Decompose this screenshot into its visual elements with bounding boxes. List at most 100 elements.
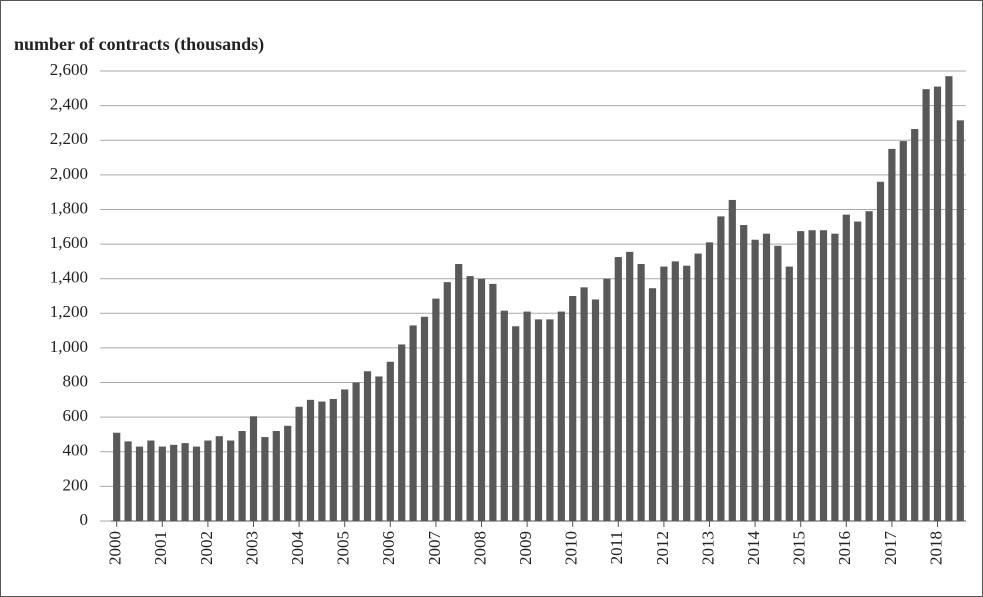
bar <box>363 371 372 521</box>
x-tick-label: 2008 <box>470 531 489 565</box>
bar <box>147 440 155 521</box>
bar <box>660 266 668 521</box>
bar <box>523 311 531 521</box>
bar <box>808 230 816 521</box>
bar <box>170 444 178 521</box>
x-tick-label: 2004 <box>288 531 307 566</box>
bar <box>922 89 930 521</box>
x-tick-label: 2017 <box>881 531 900 566</box>
x-tick-label: 2016 <box>835 531 854 565</box>
bar <box>409 325 417 521</box>
y-tick-label: 1,800 <box>50 198 88 217</box>
bar <box>899 141 907 521</box>
x-tick-label: 2015 <box>790 531 809 565</box>
bar <box>227 440 235 521</box>
y-tick-label: 0 <box>80 510 89 529</box>
x-tick-label: 2010 <box>562 531 581 565</box>
bar <box>113 432 121 521</box>
x-tick-label: 2002 <box>197 531 216 565</box>
bar <box>135 446 144 521</box>
bar <box>865 211 873 521</box>
bar <box>477 278 486 521</box>
x-tick-label: 2006 <box>379 531 398 565</box>
bar <box>466 276 474 521</box>
bar <box>261 437 269 521</box>
bar <box>671 261 679 521</box>
bar <box>888 148 896 521</box>
bar <box>842 214 850 521</box>
bar <box>580 287 588 521</box>
bar <box>569 296 577 521</box>
bar <box>341 389 349 521</box>
y-tick-label: 2,400 <box>50 95 88 114</box>
bar <box>386 361 394 521</box>
x-tick-label: 2009 <box>516 531 535 565</box>
y-tick-label: 2,000 <box>50 164 88 183</box>
bar <box>284 425 292 521</box>
bar <box>158 446 166 521</box>
bar <box>398 344 406 521</box>
bar <box>238 431 246 521</box>
bar <box>945 76 953 521</box>
bar <box>272 431 280 521</box>
x-tick-label: 2014 <box>744 531 763 566</box>
y-tick-label: 200 <box>63 475 89 494</box>
bar <box>420 316 429 521</box>
bar <box>933 86 942 522</box>
bar <box>797 231 805 521</box>
bar <box>432 298 440 521</box>
x-tick-label: 2001 <box>151 531 170 565</box>
bar <box>249 416 258 521</box>
y-tick-label: 2,200 <box>50 129 88 148</box>
bar <box>443 282 451 521</box>
x-tick-label: 2011 <box>607 531 626 564</box>
x-tick-label: 2013 <box>698 531 717 565</box>
x-tick-label: 2018 <box>926 531 945 565</box>
bar <box>295 406 303 521</box>
bar <box>762 233 771 521</box>
bar <box>785 266 793 521</box>
bar <box>705 242 714 521</box>
bar <box>318 401 326 521</box>
bar <box>774 245 782 522</box>
bar <box>740 225 748 522</box>
bar <box>192 446 201 521</box>
bar <box>626 251 634 521</box>
x-tick-label: 2005 <box>334 531 353 565</box>
bar <box>751 239 759 521</box>
bar <box>557 311 565 521</box>
bar <box>181 443 189 521</box>
bar <box>329 398 337 521</box>
bar <box>603 278 611 521</box>
bar <box>956 120 964 522</box>
bar <box>124 441 132 521</box>
bar <box>876 181 885 521</box>
bar <box>489 283 497 521</box>
bar <box>637 263 645 521</box>
bar <box>204 440 212 521</box>
y-tick-label: 2,600 <box>50 60 88 79</box>
bar <box>215 436 223 521</box>
x-tick-label: 2007 <box>425 531 444 566</box>
bar <box>534 319 543 521</box>
x-tick-label: 2000 <box>106 531 125 565</box>
y-tick-label: 1,600 <box>50 233 88 252</box>
bar <box>614 257 622 521</box>
bar <box>591 299 600 521</box>
bar <box>455 263 463 521</box>
y-tick-label: 1,400 <box>50 268 88 287</box>
y-tick-label: 400 <box>63 441 89 460</box>
bar <box>512 326 520 521</box>
bar <box>546 319 554 521</box>
bar <box>717 216 725 521</box>
bar <box>375 376 383 521</box>
bar <box>683 265 691 521</box>
bar <box>500 310 508 521</box>
bar <box>831 233 839 521</box>
bar <box>854 221 862 522</box>
y-tick-label: 800 <box>63 371 89 390</box>
y-tick-label: 1,200 <box>50 302 88 321</box>
bar <box>648 288 657 521</box>
x-tick-label: 2012 <box>653 531 672 565</box>
